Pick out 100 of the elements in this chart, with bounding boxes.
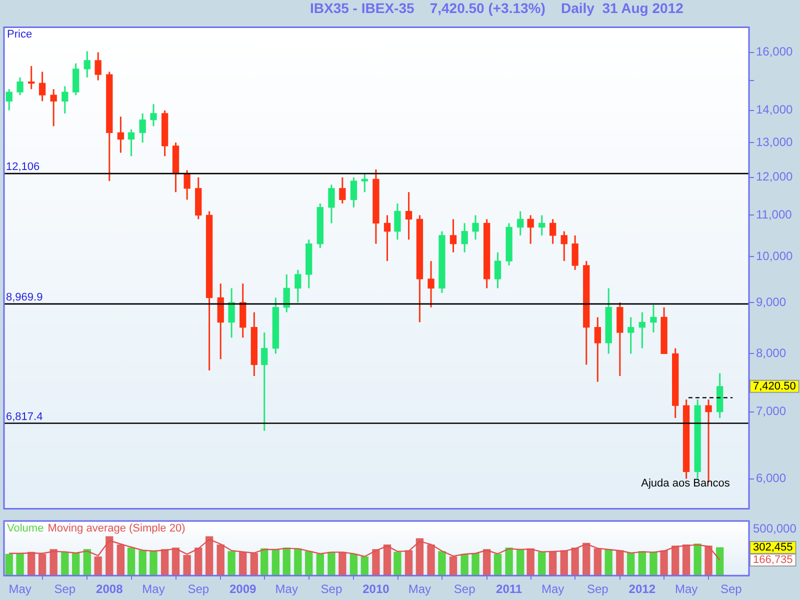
bar: [328, 552, 336, 576]
bar: [694, 544, 702, 576]
candlestick: [139, 112, 146, 144]
candlestick: [294, 269, 302, 304]
candlestick: [94, 52, 102, 82]
bar: [672, 546, 680, 576]
bar: [61, 552, 69, 576]
bar: [682, 544, 690, 576]
series-label: Moving average (Simple 20): [48, 522, 186, 535]
x-tick-label: May: [8, 582, 32, 596]
bar: [394, 552, 402, 576]
bar: [160, 549, 169, 576]
bar: [228, 551, 236, 576]
bar: [127, 548, 136, 576]
bar: [150, 551, 158, 576]
ref-line-label: 8,969.9: [6, 291, 43, 304]
bar: [106, 536, 114, 576]
candlestick: [384, 214, 391, 262]
x-tick-label: Sep: [54, 582, 76, 596]
candlestick: [405, 191, 412, 240]
bar: [460, 554, 468, 576]
candlestick: [283, 274, 290, 314]
candlestick: [50, 88, 57, 127]
y-axis-title: Price: [7, 28, 32, 41]
candlestick: [339, 176, 346, 204]
bar: [216, 544, 224, 576]
bar: [505, 548, 513, 576]
bar: [438, 551, 446, 576]
ref-line-label: 12,106: [6, 161, 40, 174]
bar: [83, 549, 91, 576]
y-tick-label: 16,000: [756, 44, 794, 59]
x-tick-label: 2008: [96, 582, 124, 596]
bar: [404, 550, 413, 576]
bar: [383, 544, 392, 576]
bar: [548, 551, 557, 576]
bar: [582, 542, 590, 576]
candlestick: [361, 173, 368, 193]
candlestick: [472, 214, 479, 240]
bar: [660, 550, 668, 576]
candlestick: [328, 184, 335, 224]
candlestick: [350, 176, 358, 208]
bar: [604, 549, 612, 576]
candlestick: [450, 218, 457, 254]
bar: [704, 546, 712, 576]
x-tick-label: May: [275, 582, 298, 596]
series-label: Volume: [7, 522, 44, 535]
candlestick: [6, 88, 12, 112]
bar: [282, 548, 290, 576]
bar: [16, 553, 24, 576]
candlestick: [128, 128, 135, 157]
candlestick: [527, 214, 534, 245]
bar: [516, 549, 524, 576]
candlestick: [184, 169, 190, 200]
x-tick-label: Sep: [454, 582, 476, 596]
bar: [172, 548, 180, 576]
chart-title: IBX35 - IBEX-35 7,420.50 (+3.13%) Daily 31 Aug 2012: [309, 0, 684, 18]
x-tick-label: 2010: [362, 582, 390, 596]
candlestick: [28, 65, 35, 90]
candlestick: [628, 316, 634, 354]
candlestick: [16, 76, 24, 96]
candlestick: [38, 70, 46, 102]
ref-line-label: 6,817.4: [6, 410, 43, 423]
bar: [38, 554, 46, 576]
candlestick: [150, 103, 157, 127]
bar: [650, 552, 658, 576]
x-tick-label: Sep: [320, 582, 342, 596]
bar: [350, 554, 358, 576]
bar: [571, 548, 579, 576]
bar: [338, 552, 346, 576]
y-tick-label: 10,000: [756, 248, 794, 263]
x-tick-label: 2009: [230, 582, 257, 596]
y-tick-label: 9,000: [756, 294, 786, 309]
bar: [638, 551, 646, 576]
bar: [250, 553, 258, 576]
x-tick-label: May: [674, 582, 698, 596]
text: 7,420.50: [753, 380, 796, 392]
bar: [5, 554, 13, 576]
candlestick: [549, 218, 556, 245]
bar: [50, 549, 58, 576]
y-tick-label: 6,000: [756, 471, 786, 486]
bar: [716, 547, 724, 576]
bar: [72, 553, 80, 576]
candlestick: [394, 202, 401, 240]
candlestick: [517, 210, 524, 236]
candlestick: [594, 316, 601, 383]
y-tick-label: 7,000: [756, 404, 786, 418]
candlestick: [72, 62, 80, 96]
candlestick: [228, 287, 235, 338]
x-tick-label: Sep: [720, 582, 742, 596]
y-tick-label: 14,000: [756, 102, 794, 117]
bar: [538, 552, 546, 576]
y-tick-label: 8,000: [756, 346, 786, 360]
x-tick-label: May: [541, 582, 564, 596]
text: 302,455: [753, 542, 793, 554]
bar: [594, 548, 602, 576]
bar: [316, 554, 324, 576]
text: 166,735: [753, 554, 793, 566]
bar: [482, 549, 491, 576]
x-tick-label: 2012: [628, 582, 656, 596]
bar: [183, 554, 191, 576]
